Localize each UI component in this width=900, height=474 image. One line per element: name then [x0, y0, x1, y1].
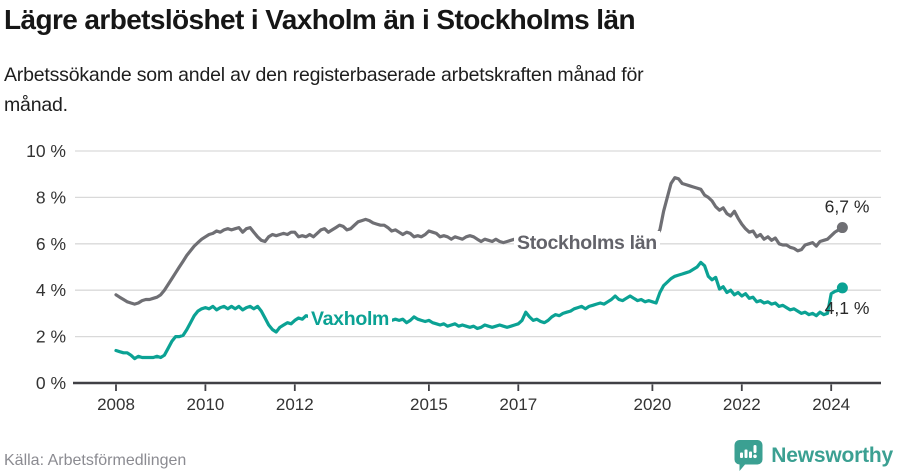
newsworthy-logo-text: Newsworthy	[771, 443, 893, 467]
series-line-stockholms-lan	[114, 176, 845, 306]
newsworthy-logo: Newsworthy	[733, 439, 893, 472]
logo-bar-3	[749, 451, 753, 458]
x-tick-label-2008: 2008	[97, 395, 135, 414]
page-title: Lägre arbetslöshet i Vaxholm än i Stockh…	[4, 4, 636, 35]
series-line-vaxholm	[114, 260, 845, 361]
series-label-vaxholm: Vaxholm	[308, 307, 393, 332]
logo-exclamation-bar	[753, 445, 757, 453]
x-tick-label-2012: 2012	[276, 395, 314, 414]
logo-exclamation-dot	[753, 454, 758, 459]
y-tick-label-8: 8 %	[36, 187, 66, 207]
chart-subtitle: Arbetssökande som andel av den registerb…	[4, 60, 644, 120]
x-tick-label-2022: 2022	[723, 395, 761, 414]
logo-bar-2	[744, 449, 748, 458]
y-tick-label-10: 10 %	[26, 141, 66, 161]
end-value-label-vaxholm: 4,1 %	[825, 298, 870, 318]
y-tick-label-0: 0 %	[36, 373, 66, 393]
series-label-stockholms-lan: Stockholms län	[514, 231, 660, 256]
end-dot-stockholms-lan	[836, 222, 848, 234]
logo-bubble	[734, 440, 763, 471]
y-tick-label-2: 2 %	[36, 327, 66, 347]
end-value-label-stockholms-lan: 6,7 %	[825, 197, 870, 217]
x-tick-label-2020: 2020	[633, 395, 671, 414]
subtitle-line-2: månad.	[4, 94, 68, 116]
newsworthy-logo-icon	[734, 440, 763, 471]
x-tick-label-2010: 2010	[186, 395, 224, 414]
source-note: Källa: Arbetsförmedlingen	[4, 452, 187, 469]
y-tick-label-6: 6 %	[36, 234, 66, 254]
end-dot-vaxholm	[836, 282, 848, 294]
subtitle-line-1: Arbetssökande som andel av den registerb…	[4, 64, 644, 86]
logo-bar-1	[740, 452, 744, 458]
x-tick-label-2024: 2024	[812, 395, 850, 414]
x-tick-label-2017: 2017	[499, 395, 537, 414]
y-tick-label-4: 4 %	[36, 280, 66, 300]
x-tick-label-2015: 2015	[410, 395, 448, 414]
